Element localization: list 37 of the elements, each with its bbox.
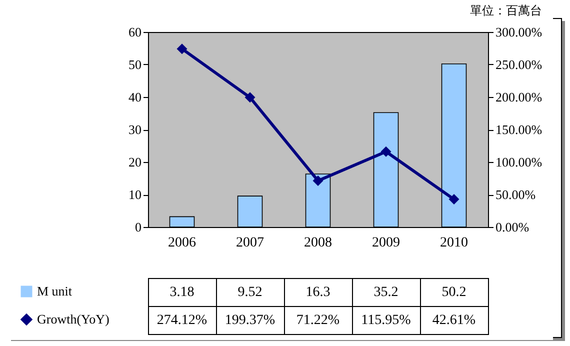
data-label: 199.37% bbox=[224, 313, 276, 328]
x-tick-label: 2009 bbox=[372, 236, 400, 250]
data-label: 50.2 bbox=[442, 285, 466, 300]
y-tick-label: 50 bbox=[128, 57, 142, 72]
x-tick-label: 2006 bbox=[168, 236, 196, 250]
data-label: 9.52 bbox=[238, 285, 262, 300]
data-label: 71.22% bbox=[296, 313, 340, 328]
y-tick-label: 20 bbox=[128, 154, 142, 170]
point bbox=[448, 194, 460, 205]
point bbox=[312, 175, 324, 186]
legend-label: Growth(YoY) bbox=[37, 312, 110, 326]
point bbox=[380, 146, 392, 157]
y-tick-label: 10 bbox=[128, 187, 142, 202]
data-label: 42.61% bbox=[432, 313, 476, 328]
x-tick-label: 2008 bbox=[304, 236, 332, 250]
y2-tick-label: 200.00% bbox=[496, 90, 542, 104]
x-tick-label: 2007 bbox=[236, 236, 264, 250]
data-label: 274.12% bbox=[156, 313, 208, 328]
y-tick-label: 40 bbox=[128, 90, 142, 104]
y-tick-label: 30 bbox=[128, 122, 142, 137]
y2-tick-label: 250.00% bbox=[496, 57, 542, 72]
y2-tick-label: 100.00% bbox=[496, 154, 542, 170]
y2-tick-label: 150.00% bbox=[496, 122, 542, 137]
y-tick-label: 0 bbox=[135, 220, 142, 234]
data-label: 16.3 bbox=[306, 285, 330, 300]
x-tick-label: 2010 bbox=[440, 236, 468, 250]
text: 單位：百萬台 bbox=[470, 4, 542, 18]
y2-tick-label: 0.00% bbox=[496, 220, 530, 234]
y2-tick-label: 300.00% bbox=[496, 24, 542, 40]
point bbox=[176, 44, 188, 54]
y-tick-label: 60 bbox=[128, 24, 142, 40]
point bbox=[244, 92, 256, 103]
legend-label: M unit bbox=[37, 284, 72, 298]
data-label: 3.18 bbox=[170, 285, 194, 300]
y2-tick-label: 50.00% bbox=[496, 187, 536, 202]
data-label: 35.2 bbox=[374, 285, 398, 300]
data-label: 115.95% bbox=[361, 313, 412, 328]
